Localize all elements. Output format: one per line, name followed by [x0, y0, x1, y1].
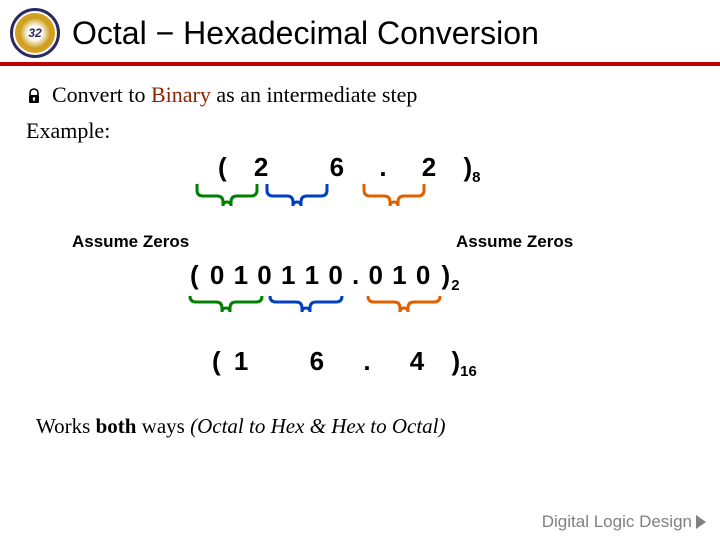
assume-zeros-left: Assume Zeros [72, 232, 189, 252]
octal-to-binary-brackets [110, 182, 610, 222]
footer-text: Digital Logic Design [542, 512, 692, 532]
binary-to-hex-brackets [110, 294, 610, 342]
header-rule [0, 62, 720, 66]
footer: Digital Logic Design [542, 512, 706, 532]
bullet-text: Convert to Binary as an intermediate ste… [52, 82, 417, 108]
logo-text: 32 [28, 26, 41, 40]
bullet-item: Convert to Binary as an intermediate ste… [26, 82, 694, 108]
example-label: Example: [26, 118, 694, 144]
conversion-diagram: ( 2 6 . 2 )8 Assume Zeros Assume Zeros (… [110, 148, 610, 408]
binary-number: ( 0 1 0 1 1 0 . 0 1 0 )2 [190, 260, 461, 294]
footnote: Works both ways (Octal to Hex & Hex to O… [26, 414, 694, 439]
page-title: Octal − Hexadecimal Conversion [72, 15, 539, 52]
next-arrow-icon [696, 515, 706, 529]
hex-number: ( 1 6 . 4 )16 [212, 346, 477, 380]
lock-icon [26, 88, 42, 104]
assume-zeros-right: Assume Zeros [456, 232, 573, 252]
logo: 32 [10, 8, 60, 58]
